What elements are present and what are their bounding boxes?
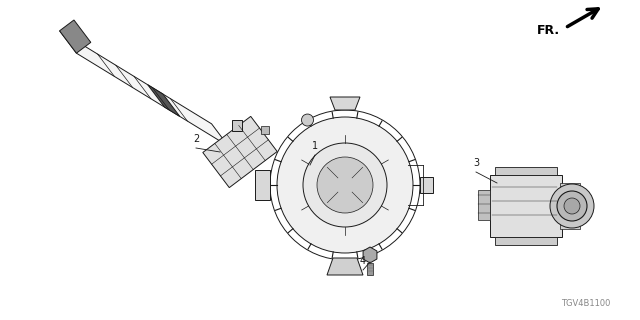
Circle shape <box>301 114 314 126</box>
Bar <box>495 237 557 245</box>
Text: FR.: FR. <box>537 23 560 36</box>
Circle shape <box>564 198 580 214</box>
Circle shape <box>277 117 413 253</box>
Bar <box>490 175 562 237</box>
Text: 4: 4 <box>360 256 366 266</box>
Bar <box>495 167 557 175</box>
Text: TGV4B1100: TGV4B1100 <box>561 299 610 308</box>
Polygon shape <box>60 31 228 146</box>
Circle shape <box>557 191 587 221</box>
Circle shape <box>317 157 373 213</box>
Circle shape <box>303 143 387 227</box>
Polygon shape <box>327 258 363 275</box>
Polygon shape <box>60 20 91 53</box>
Bar <box>367 263 373 275</box>
Bar <box>560 183 580 229</box>
Circle shape <box>550 184 594 228</box>
Text: 1: 1 <box>312 141 318 151</box>
Polygon shape <box>255 170 270 200</box>
Text: 2: 2 <box>193 134 199 144</box>
Polygon shape <box>203 116 277 188</box>
Text: 3: 3 <box>473 158 479 168</box>
Polygon shape <box>261 126 269 134</box>
Polygon shape <box>330 97 360 110</box>
Polygon shape <box>420 177 433 193</box>
Polygon shape <box>148 85 180 116</box>
Polygon shape <box>232 120 242 131</box>
Polygon shape <box>363 247 377 263</box>
Bar <box>478 190 490 220</box>
